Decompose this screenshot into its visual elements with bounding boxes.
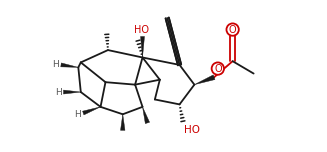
Text: O: O xyxy=(229,25,236,35)
Text: H: H xyxy=(75,110,81,119)
Text: HO: HO xyxy=(134,25,149,35)
Text: H: H xyxy=(52,60,59,69)
Text: H: H xyxy=(55,88,61,97)
Text: HO: HO xyxy=(184,125,200,135)
Polygon shape xyxy=(143,107,149,124)
Polygon shape xyxy=(141,36,145,57)
Text: O: O xyxy=(214,64,222,74)
Polygon shape xyxy=(121,114,125,130)
Polygon shape xyxy=(83,107,100,115)
Polygon shape xyxy=(63,90,81,94)
Polygon shape xyxy=(61,63,78,67)
Polygon shape xyxy=(194,75,215,85)
